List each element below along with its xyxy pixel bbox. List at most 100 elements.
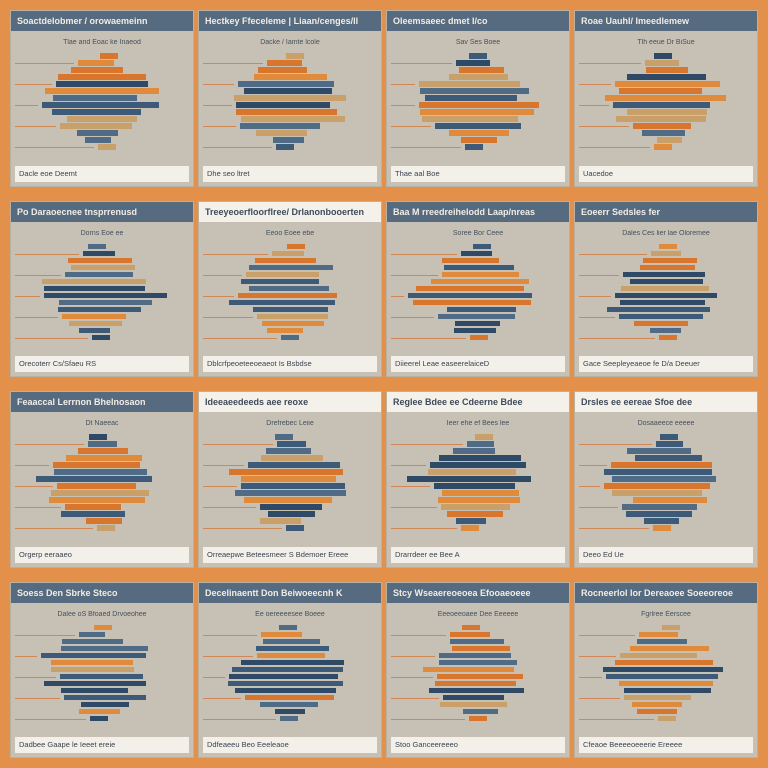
bar-segment	[285, 53, 304, 59]
card-subtitle: Eeeoeeoaee Dee Eeeeee	[437, 610, 519, 618]
leader-line	[391, 634, 446, 636]
dashboard-grid: Soactdelobmer / orowaemeinn Tlae and Eoac…	[10, 10, 758, 758]
card-subtitle: Eeoo Eoee ebe	[265, 229, 315, 237]
bar-segment	[654, 53, 673, 59]
chart-card[interactable]: Reglee Bdee ee Cdeerne Bdee Ieer ehe ef B…	[386, 391, 570, 568]
bar-segment	[79, 631, 105, 638]
bar-segment	[621, 504, 697, 510]
bar-segment	[636, 638, 688, 645]
bar-segment	[243, 88, 333, 94]
card-subtitle: Dales Ces lier lae Oloremee	[622, 229, 710, 237]
bar-segment	[68, 320, 122, 327]
bar-segment	[245, 694, 334, 701]
card-subtitle: Tlae and Eoac ke Inaeod	[63, 39, 141, 46]
bar-segment	[624, 694, 692, 701]
bar-segment	[275, 708, 306, 715]
card-footer: Dacle eoe Deemt	[15, 165, 189, 182]
bar-segment	[82, 250, 116, 257]
bar-segment	[466, 441, 495, 447]
bar-segment	[266, 327, 303, 334]
bar-segment	[58, 299, 152, 306]
bar-segment	[40, 652, 146, 659]
bar-segment	[603, 469, 713, 475]
bar-segment	[449, 74, 508, 80]
bar-segment	[419, 88, 529, 94]
stacked-bar-graphic	[15, 53, 175, 160]
bar-segment	[257, 313, 328, 320]
bar-segment	[44, 680, 147, 687]
chart-card[interactable]: Drsles ee eereae Sfoe dee Dosaaeece eeeee…	[574, 391, 758, 568]
bar-segment	[243, 497, 333, 503]
stacked-bar-graphic	[15, 624, 175, 732]
bar-segment	[53, 95, 138, 101]
leader-line	[15, 676, 56, 678]
chart-card[interactable]: Roae Uauhl/ Imeedlemew Tlh eeue Dr BiSue U…	[574, 10, 758, 187]
bar-segment	[42, 102, 160, 108]
chart-card[interactable]: Hectkey Ffeceleme | Liaan/cenges/ll Dacke…	[198, 10, 382, 187]
bar-segment	[435, 680, 517, 687]
chart-card[interactable]: Oleemsaeec dmet I/co Sav Ses Boee Thae aal…	[386, 10, 570, 187]
chart-card[interactable]: Eoeerr Sedsles fer Dales Ces lier lae Olo…	[574, 200, 758, 377]
leader-line	[579, 295, 612, 297]
bar-segment	[439, 455, 522, 461]
card-subtitle: Dalee oS Bfoaed Drvoeohee	[57, 610, 147, 618]
bar-segment	[260, 701, 318, 708]
chart-card[interactable]: Treeyeoerfloorflree/ Drlanonbooerten Eeoo…	[198, 200, 382, 377]
bar-segment	[100, 53, 119, 59]
leader-line	[579, 147, 651, 148]
card-footer: Stoo Ganceereeeo	[391, 737, 565, 753]
leader-line	[579, 444, 653, 445]
bar-segment	[429, 462, 526, 468]
card-header: Oleemsaeec dmet I/co	[387, 11, 569, 31]
leader-line	[15, 507, 61, 508]
bar-segment	[407, 292, 533, 299]
leader-line	[579, 486, 600, 487]
chart-card[interactable]: Po Daraoecnee tnsprrenusd Dorns Eoe ee Ore…	[10, 200, 194, 377]
chart-card[interactable]: Soess Den Sbrke Steco Dalee oS Bfoaed Drv…	[10, 581, 194, 758]
bar-segment	[96, 525, 115, 531]
bar-segment	[631, 701, 683, 708]
leader-line	[391, 295, 404, 297]
card-header: Ideeaeedeeds aee reoxe	[199, 392, 381, 412]
bar-segment	[78, 448, 128, 454]
chart-card[interactable]: Decelinaentt Don Beiwoeecnh K Ee oereeees…	[198, 581, 382, 758]
bar-segment	[59, 673, 143, 680]
leader-line	[15, 126, 56, 127]
bar-segment	[443, 694, 504, 701]
chart-card[interactable]: Baa M rreedreihelodd Laap/nreas Soree Bor…	[386, 200, 570, 377]
chart-card[interactable]: Ideeaeedeeds aee reoxe Drefrebec Leiie Orr…	[198, 391, 382, 568]
leader-line	[579, 697, 621, 699]
card-footer: Deeo Ed Ue	[579, 546, 753, 563]
bar-segment	[454, 327, 496, 334]
bar-segment	[615, 659, 714, 666]
bar-segment	[659, 334, 678, 341]
leader-line	[203, 295, 235, 297]
bar-segment	[61, 638, 123, 645]
bar-segment	[636, 708, 678, 715]
card-header: Baa M rreedreihelodd Laap/nreas	[387, 201, 569, 222]
bar-segment	[228, 680, 343, 687]
chart-card[interactable]: Soactdelobmer / orowaemeinn Tlae and Eoac…	[10, 10, 194, 187]
leader-line	[391, 147, 462, 148]
leader-line	[391, 486, 431, 487]
bar-segment	[70, 264, 136, 271]
bar-segment	[436, 673, 523, 680]
bar-segment	[650, 327, 681, 334]
bar-segment	[91, 334, 110, 341]
leader-line	[579, 465, 608, 466]
bar-segment	[639, 264, 696, 271]
stacked-bar-graphic	[391, 53, 551, 160]
chart-card[interactable]: Stcy Wseaereoeoea Efooaeoeee Eeeoeeoaee D…	[386, 581, 570, 758]
bar-segment	[449, 638, 504, 645]
leader-line	[15, 316, 59, 318]
bar-segment	[76, 130, 119, 136]
bar-segment	[456, 60, 491, 66]
stacked-bar-graphic	[15, 434, 175, 541]
bar-segment	[650, 250, 681, 257]
leader-line	[203, 528, 282, 529]
chart-card[interactable]: Feaaccal Lerrnon Bhelnosaon Dt Naeeac Orge…	[10, 391, 194, 568]
leader-line	[391, 697, 440, 699]
bar-segment	[61, 687, 129, 694]
chart-card[interactable]: Rocneerlol lor Dereaoee Soeeoreoe Fgrlree…	[574, 581, 758, 758]
bar-segment	[241, 116, 346, 122]
